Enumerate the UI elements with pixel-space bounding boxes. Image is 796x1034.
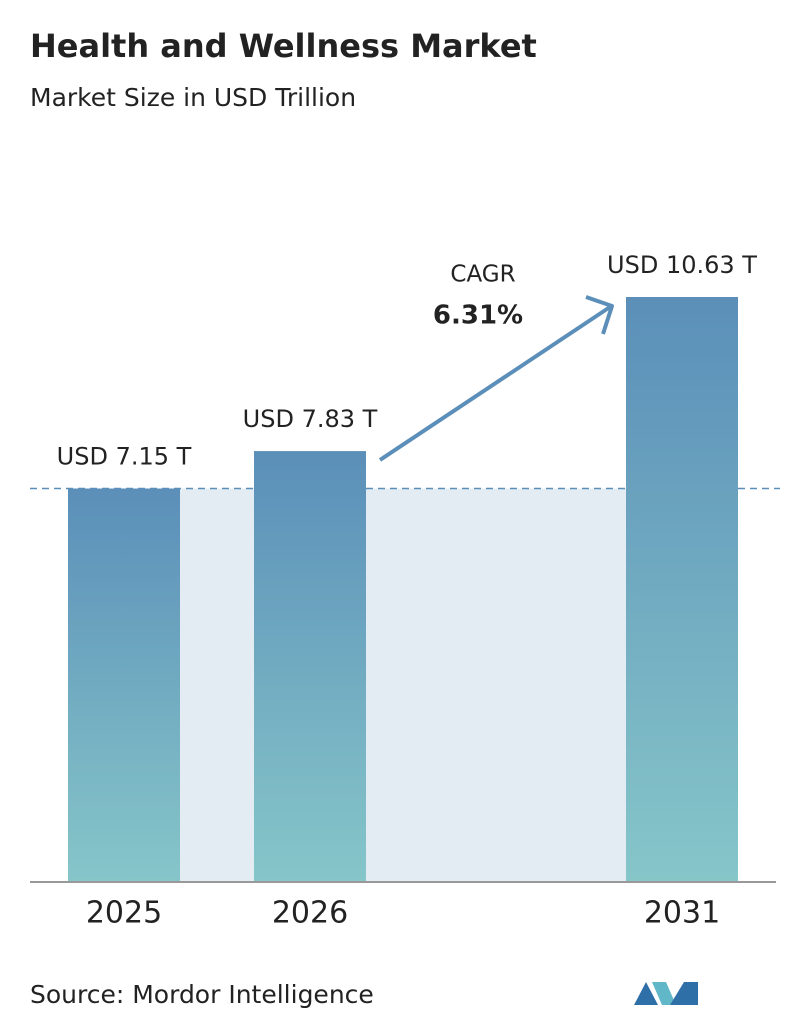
value-label: USD 7.83 T (243, 405, 378, 433)
bar (68, 488, 180, 882)
cagr-value: 6.31% (433, 301, 523, 331)
value-label: USD 10.63 T (607, 251, 757, 279)
chart-subtitle: Market Size in USD Trillion (30, 83, 356, 112)
plot: USD 7.15 T 2025 USD 7.83 T 2026 USD 10.63 T 2… (30, 251, 780, 931)
value-label: USD 7.15 T (57, 443, 192, 471)
bar (626, 297, 738, 882)
bar (254, 451, 366, 882)
x-tick-label: 2031 (644, 896, 720, 931)
logo (634, 982, 698, 1005)
cagr-arrow-head (585, 295, 614, 335)
chart-title: Health and Wellness Market (30, 27, 537, 65)
cagr-label: CAGR (450, 262, 515, 288)
x-tick-label: 2025 (86, 896, 162, 931)
cagr-arrow (378, 305, 612, 462)
x-tick-label: 2026 (272, 896, 348, 931)
source: Source: Mordor Intelligence (30, 980, 374, 1009)
